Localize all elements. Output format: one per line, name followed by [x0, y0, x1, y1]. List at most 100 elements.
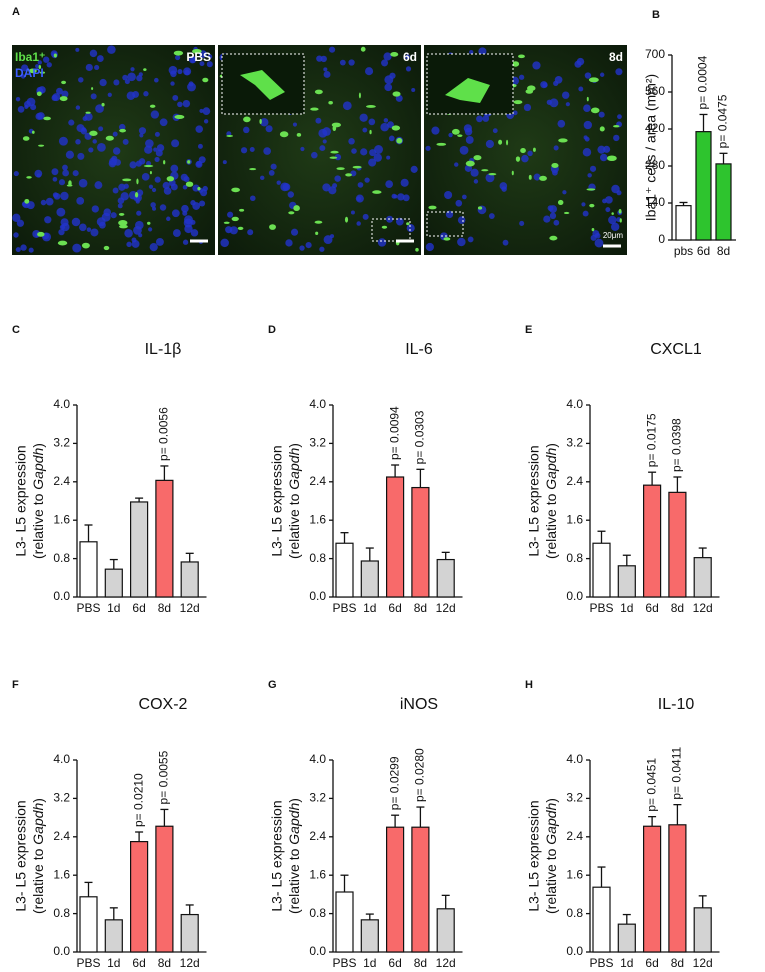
microglia: [173, 50, 184, 56]
nucleus: [190, 229, 199, 237]
x-tick-label: 6d: [132, 601, 145, 615]
nucleus: [90, 93, 97, 100]
nucleus: [229, 226, 238, 235]
nucleus: [136, 210, 142, 216]
nucleus: [206, 61, 213, 68]
bar: [668, 824, 687, 953]
nucleus: [410, 165, 418, 173]
microglia: [511, 170, 514, 176]
nucleus: [45, 197, 54, 206]
nucleus: [148, 227, 153, 232]
nucleus: [499, 182, 508, 190]
nucleus: [170, 183, 178, 191]
nucleus: [132, 90, 140, 98]
nucleus: [502, 239, 509, 246]
p-value: p= 0.0299: [387, 756, 401, 810]
nucleus: [20, 244, 27, 251]
nucleus: [159, 204, 167, 211]
microglia: [590, 107, 600, 114]
microglia: [528, 174, 532, 180]
microglia: [512, 61, 520, 67]
microglia: [533, 147, 536, 152]
nucleus: [154, 77, 159, 83]
nucleus: [605, 196, 613, 204]
nucleus: [35, 112, 43, 120]
nucleus: [387, 121, 394, 128]
nucleus: [562, 190, 567, 195]
nucleus: [52, 192, 59, 198]
y-tick-label: 0.0: [53, 589, 70, 603]
y-tick-label: 3.2: [53, 791, 70, 805]
y-tick-label: 4.0: [566, 752, 583, 766]
nucleus: [71, 217, 81, 227]
x-tick-label: 6d: [388, 601, 401, 615]
nucleus: [135, 199, 140, 204]
nucleus: [153, 147, 158, 152]
nucleus: [143, 91, 149, 97]
nucleus: [581, 202, 586, 207]
nucleus: [82, 116, 88, 122]
nucleus: [51, 168, 59, 176]
y-axis-label: (relative to Gapdh): [30, 443, 46, 559]
nucleus: [350, 210, 355, 215]
microglia: [451, 128, 460, 135]
nucleus: [154, 131, 160, 137]
y-tick-label: 0.0: [566, 589, 583, 603]
inset: [426, 53, 514, 115]
bar: [180, 561, 199, 598]
microglia: [43, 116, 51, 121]
x-tick-label: 6d: [645, 601, 658, 615]
nucleus: [78, 77, 84, 83]
microglia: [85, 111, 91, 114]
y-tick-label: 140: [645, 195, 665, 209]
microglia: [390, 52, 399, 57]
nucleus: [311, 151, 318, 159]
microglia: [118, 220, 128, 226]
nucleus: [400, 178, 409, 187]
microglia: [515, 156, 521, 162]
p-value: p= 0.0303: [413, 410, 427, 464]
nucleus: [56, 87, 63, 95]
microglia: [89, 130, 98, 136]
y-tick-label: 0.8: [309, 906, 326, 920]
nucleus: [615, 68, 623, 76]
nucleus: [280, 182, 290, 192]
nucleus: [117, 197, 125, 205]
microglia: [279, 131, 289, 138]
microglia: [345, 173, 352, 177]
nucleus: [182, 184, 188, 190]
microglia: [589, 203, 595, 208]
y-axis-label: L3- L5 expression: [13, 445, 29, 556]
bar: [617, 565, 636, 598]
nucleus: [81, 127, 87, 132]
nucleus: [202, 185, 208, 192]
nucleus: [199, 61, 205, 67]
microglia: [586, 188, 596, 191]
nucleus: [172, 94, 179, 101]
nucleus: [305, 242, 312, 249]
bar: [130, 840, 149, 953]
microglia: [134, 191, 139, 198]
y-tick-label: 420: [645, 121, 665, 135]
nucleus: [373, 153, 382, 162]
nucleus: [76, 197, 85, 205]
nucleus: [527, 150, 533, 157]
nucleus: [377, 238, 387, 247]
nucleus: [362, 127, 368, 133]
p-value: p= 0.0175: [644, 413, 658, 467]
microglia: [119, 224, 128, 229]
nucleus: [98, 221, 106, 229]
nucleus: [166, 216, 171, 221]
nucleus: [521, 154, 529, 163]
nucleus: [328, 186, 337, 195]
condition-label: 8d: [609, 50, 623, 64]
nucleus: [454, 162, 459, 167]
microglia: [406, 222, 410, 226]
microglia: [428, 205, 437, 210]
y-axis-label-part: ): [286, 443, 302, 448]
panel-letter: C: [12, 324, 20, 336]
nucleus: [13, 232, 19, 238]
nucleus: [136, 74, 143, 82]
p-value: p= 0.0398: [670, 418, 684, 472]
microglia: [39, 71, 46, 74]
